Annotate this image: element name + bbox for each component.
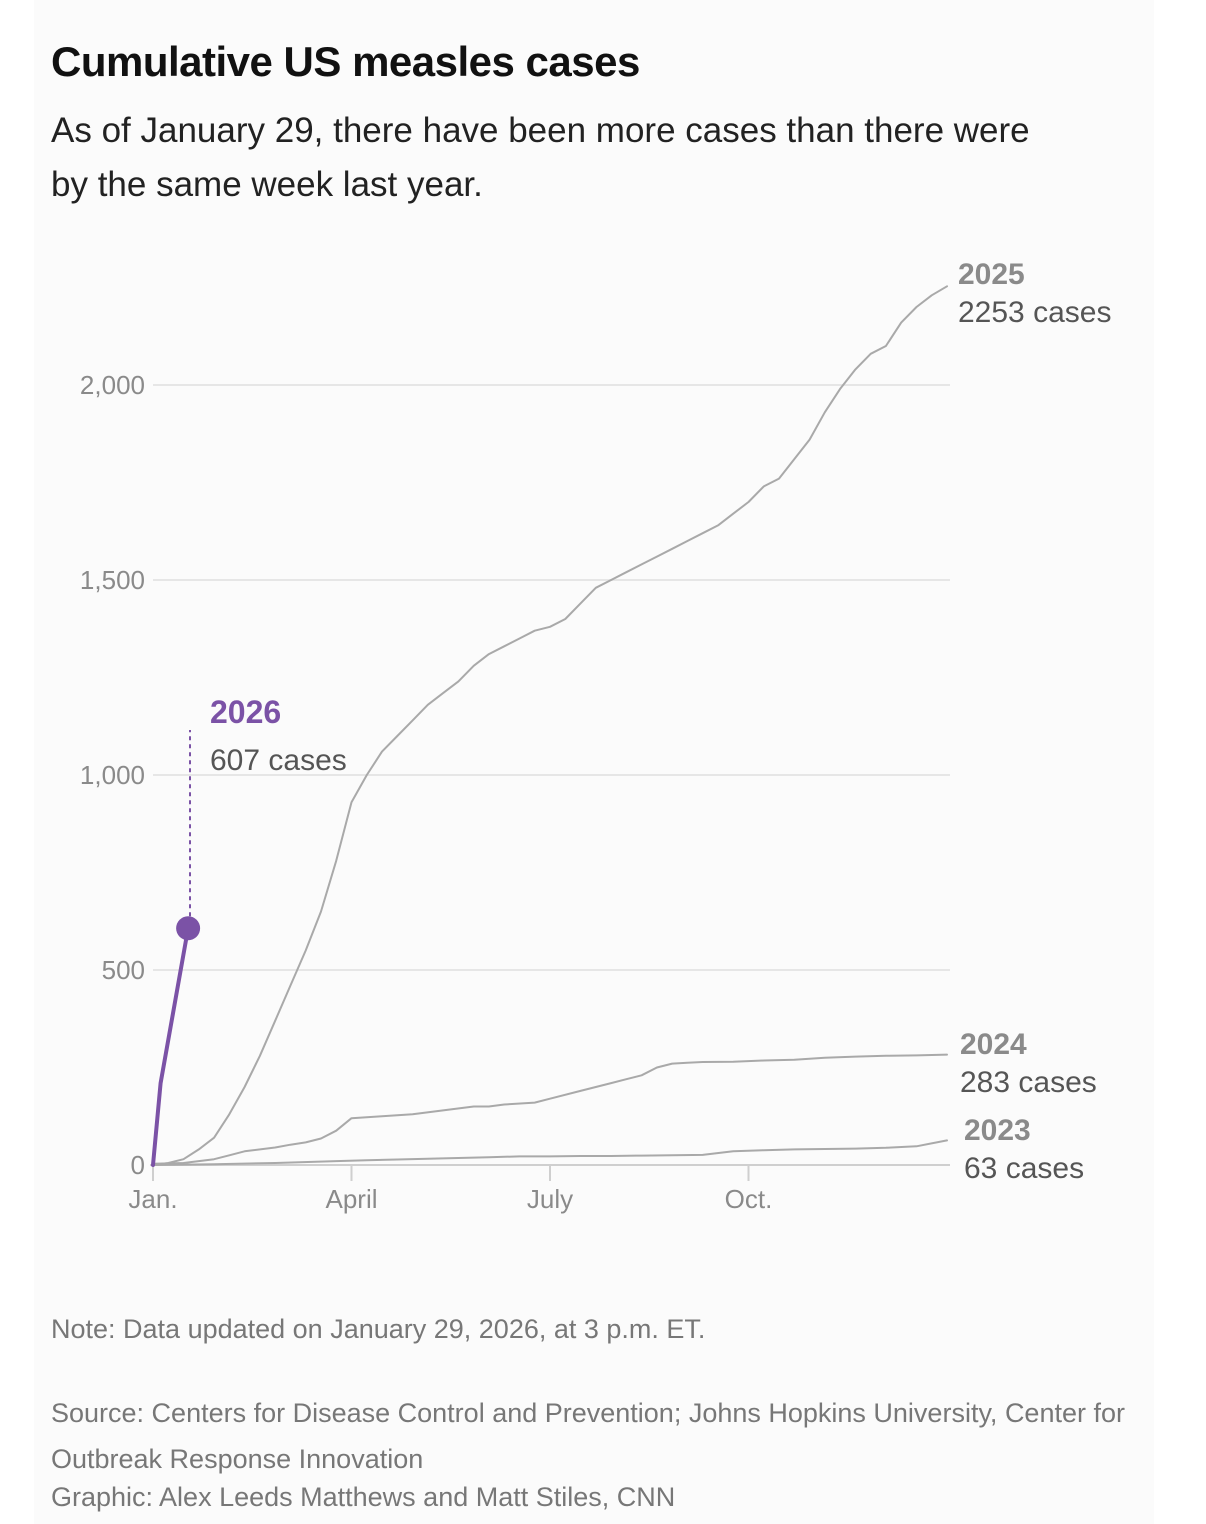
series-label-cases: 63 cases bbox=[964, 1152, 1084, 1185]
series-label-year: 2024 bbox=[960, 1028, 1027, 1061]
series-label-year: 2023 bbox=[964, 1114, 1031, 1147]
chart-panel bbox=[34, 0, 1154, 1524]
graphic-credit: Graphic: Alex Leeds Matthews and Matt St… bbox=[51, 1482, 676, 1512]
x-tick-label: April bbox=[325, 1184, 377, 1214]
x-tick-label: Jan. bbox=[128, 1184, 177, 1214]
series-label-year: 2025 bbox=[958, 258, 1025, 291]
data-note: Note: Data updated on January 29, 2026, … bbox=[51, 1314, 706, 1344]
series-line-2026 bbox=[151, 926, 191, 1167]
series-line-2023 bbox=[152, 1139, 948, 1166]
series-label-cases: 2253 cases bbox=[958, 296, 1111, 329]
x-tick-label: July bbox=[527, 1184, 573, 1214]
y-tick-label: 1,000 bbox=[80, 760, 145, 790]
line-chart: 0 500 1,000 1,500 2,000 Jan. April July Oct. 2025… bbox=[80, 258, 1112, 1214]
chart-subtitle: As of January 29, there have been more c… bbox=[51, 111, 1030, 204]
y-tick-label: 0 bbox=[131, 1150, 145, 1180]
series-label-year: 2026 bbox=[210, 694, 281, 730]
series-line-2025 bbox=[152, 285, 948, 1166]
source-credit: Source: Centers for Disease Control and … bbox=[51, 1398, 1125, 1474]
y-tick-label: 500 bbox=[102, 955, 145, 985]
series-label-cases: 607 cases bbox=[210, 744, 347, 777]
series-line-2024 bbox=[152, 1053, 948, 1165]
chart-title: Cumulative US measles cases bbox=[51, 38, 640, 85]
y-tick-label: 2,000 bbox=[80, 370, 145, 400]
series-label-cases: 283 cases bbox=[960, 1066, 1097, 1099]
series-endpoint-2026 bbox=[176, 916, 201, 941]
y-tick-label: 1,500 bbox=[80, 565, 145, 595]
x-tick-label: Oct. bbox=[725, 1184, 773, 1214]
